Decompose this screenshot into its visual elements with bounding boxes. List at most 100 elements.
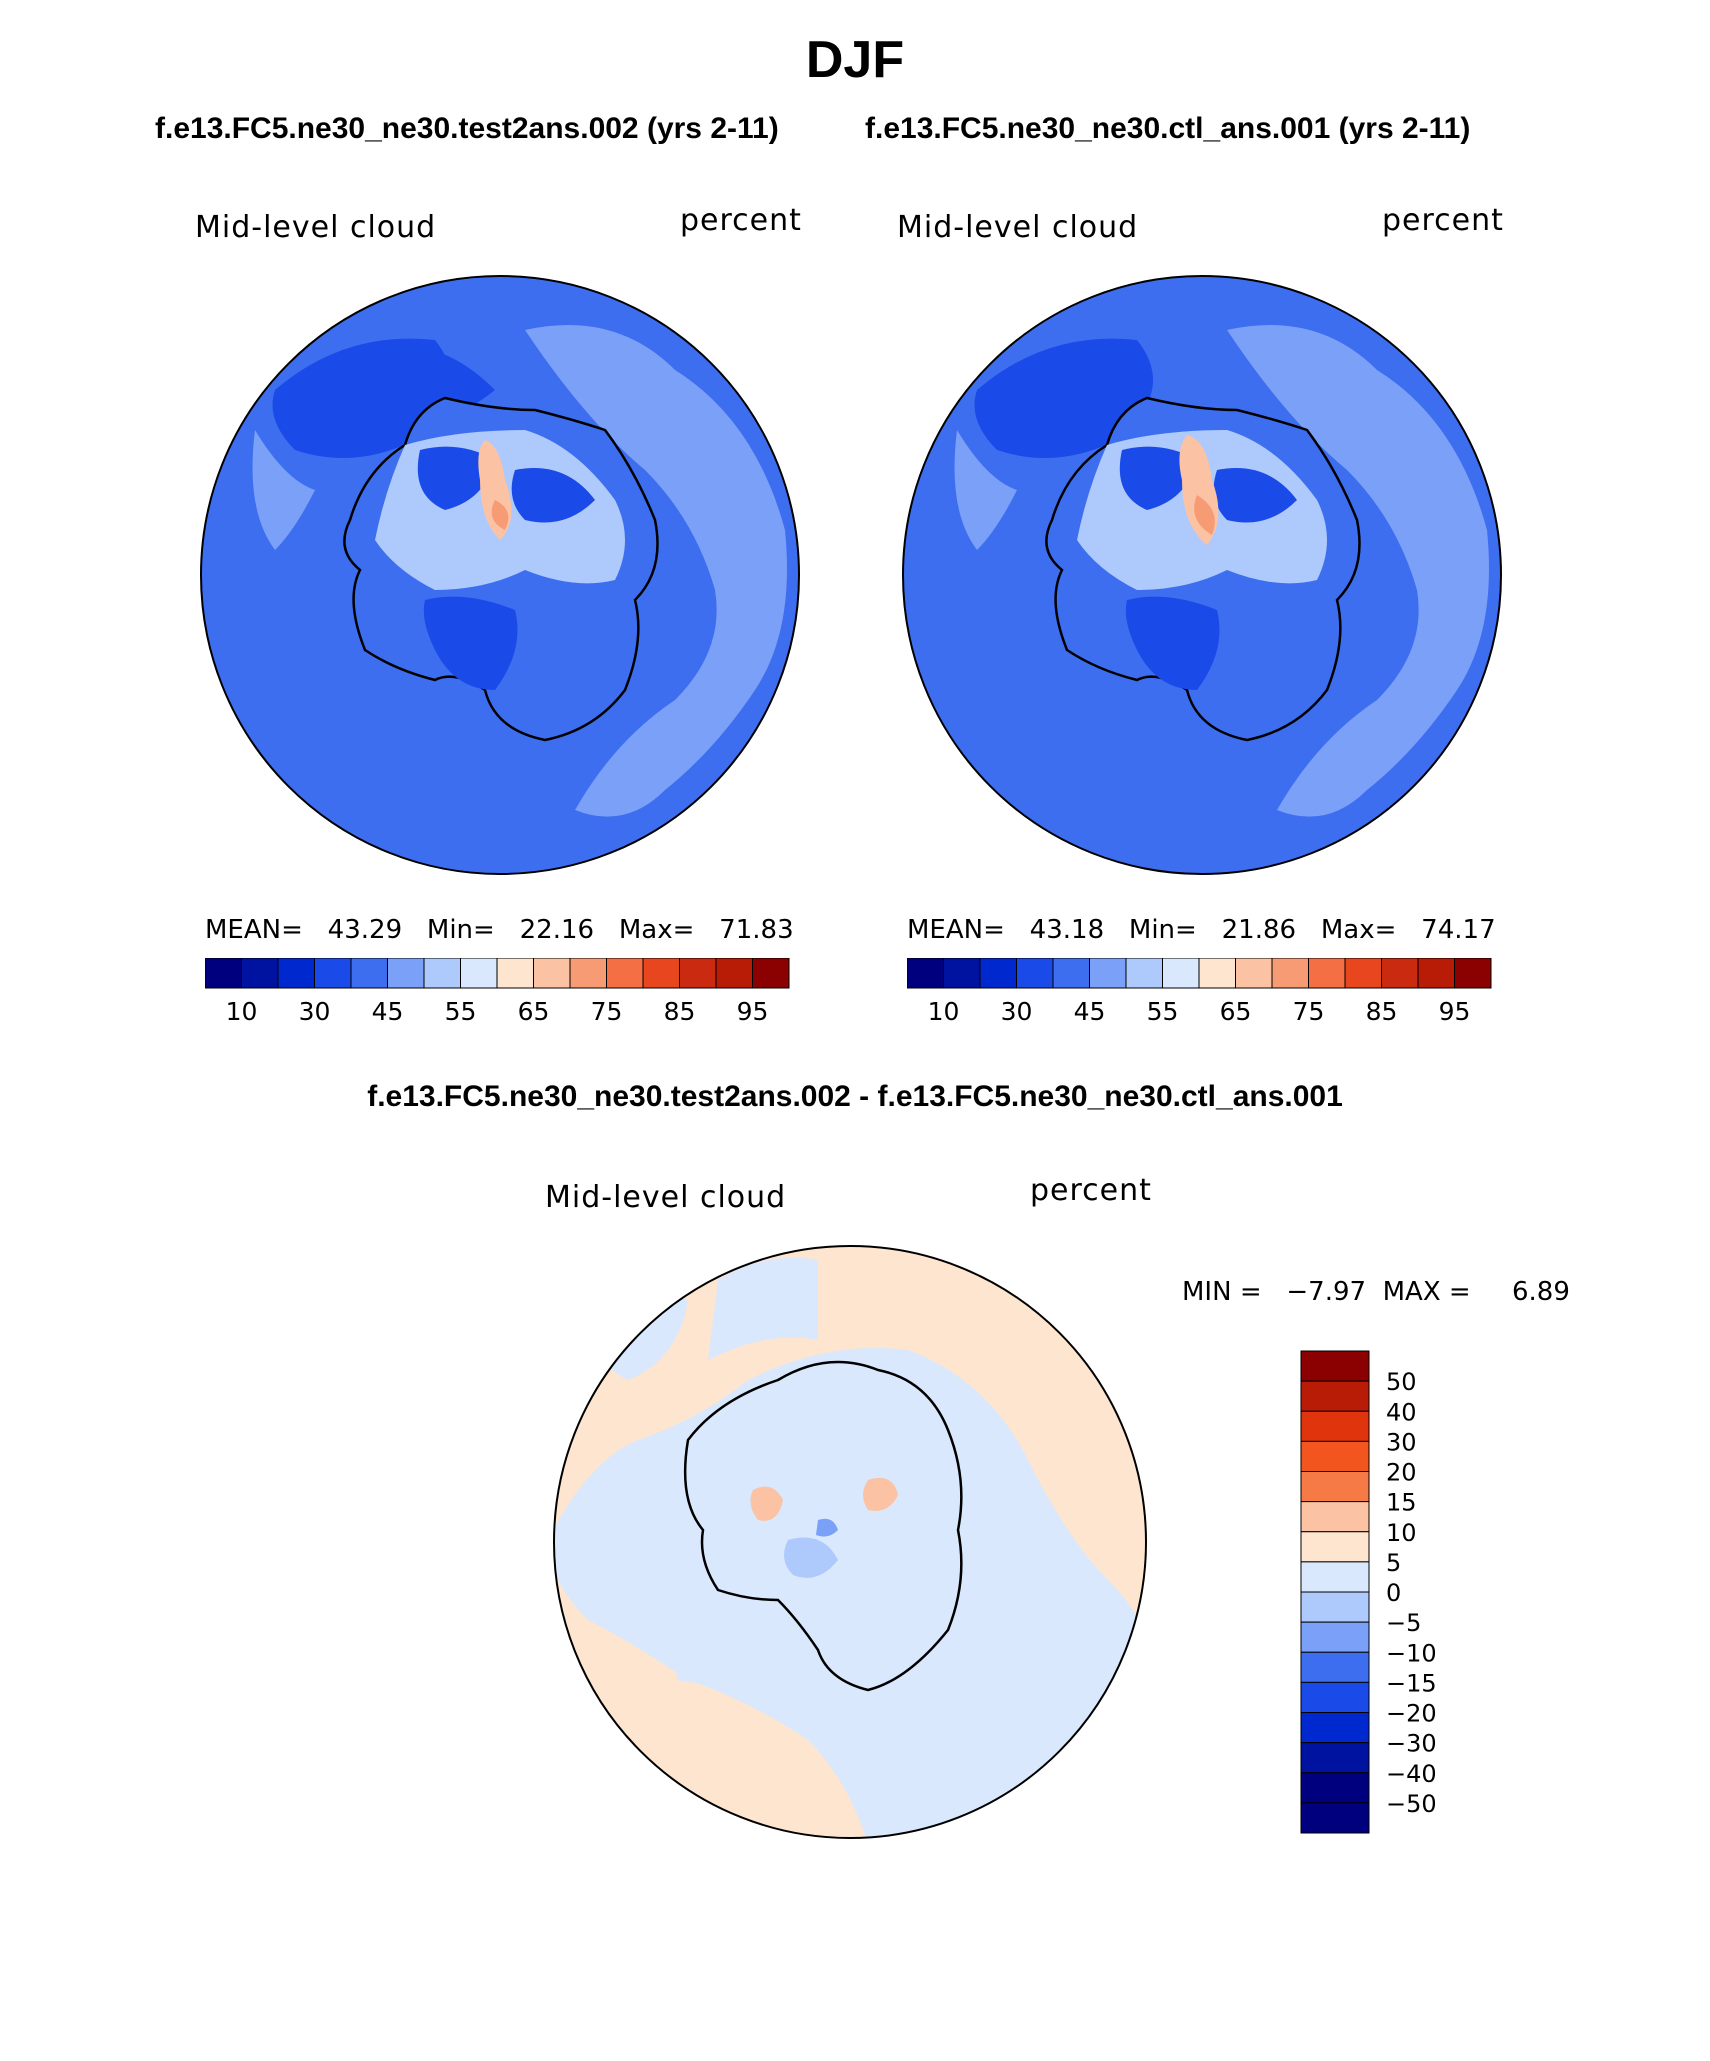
colorbar-box [1300, 1591, 1370, 1623]
colorbar-box [1300, 1471, 1370, 1503]
colorbar-tick-label: 10 [928, 997, 960, 1026]
positive-anomaly [750, 1486, 783, 1521]
colorbar-box [1300, 1681, 1370, 1713]
colorbar-box [1089, 958, 1127, 989]
colorbar-tick-label: 30 [299, 997, 331, 1026]
colorbar-tick-label: 75 [1293, 997, 1325, 1026]
colorbar-tick-label: 75 [591, 997, 623, 1026]
dark-cloud-patch [511, 468, 595, 523]
colorbar-tick-label: 5 [1386, 1549, 1401, 1577]
colorbar-box [1381, 958, 1419, 989]
colorbar-box [1300, 1712, 1370, 1744]
colorbar-box [1271, 958, 1309, 989]
map-border [200, 275, 800, 875]
colorbar-box [907, 958, 944, 989]
colorbar-tick-label: 65 [1220, 997, 1252, 1026]
colorbar-tick-label: −5 [1386, 1609, 1421, 1637]
colorbar-box [1300, 1380, 1370, 1412]
colorbar-tick-label: −20 [1386, 1700, 1437, 1728]
colorbar-tick-label: 15 [1386, 1489, 1417, 1517]
colorbar-tick-label: 95 [1439, 997, 1471, 1026]
dark-cloud-patch [1119, 446, 1197, 510]
test-stats: MEAN= 43.29 Min= 22.16 Max= 71.83 [205, 915, 794, 945]
colorbar-box [1162, 958, 1200, 989]
test-variable-label: Mid-level cloud [195, 210, 437, 245]
colorbar-tick-label: 50 [1386, 1368, 1417, 1396]
colorbar-tick-label: −15 [1386, 1669, 1437, 1697]
test-map [200, 275, 800, 875]
colorbar-tick-label: 10 [1386, 1519, 1417, 1547]
max-cloud-spot [491, 500, 509, 530]
colorbar-box [1300, 1802, 1370, 1834]
colorbar-tick-label: 40 [1386, 1398, 1417, 1426]
control-colorbar: 10 30 45 55 65 75 85 95 [907, 958, 1492, 1026]
colorbar-box [387, 958, 425, 989]
test-case-title: f.e13.FC5.ne30_ne30.test2ans.002 (yrs 2-… [155, 112, 779, 145]
colorbar-tick-label: 85 [1366, 997, 1398, 1026]
colorbar-box [715, 958, 753, 989]
colorbar-tick-label: 65 [518, 997, 550, 1026]
colorbar-box [1454, 958, 1492, 989]
colorbar-box [350, 958, 388, 989]
colorbar-tick-label: −10 [1386, 1639, 1437, 1667]
colorbar-tick-label: 30 [1386, 1428, 1417, 1456]
difference-stats: MIN = −7.97 MAX = 6.89 [1182, 1277, 1570, 1307]
negative-anomaly [784, 1537, 838, 1578]
colorbar-box [533, 958, 571, 989]
dark-cloud-patch [1125, 596, 1220, 690]
colorbar-box [277, 958, 315, 989]
map-border [902, 275, 1502, 875]
colorbar-tick-label: −30 [1386, 1730, 1437, 1758]
control-case-title: f.e13.FC5.ne30_ne30.ctl_ans.001 (yrs 2-1… [865, 112, 1471, 145]
dark-cloud-patch [423, 596, 518, 690]
positive-anomaly [863, 1477, 898, 1511]
light-cloud-band [1227, 325, 1489, 817]
control-map [902, 275, 1502, 875]
negative-diff-field [668, 1637, 738, 1683]
colorbar-box [205, 958, 242, 989]
colorbar-tick-label: 55 [445, 997, 477, 1026]
colorbar-tick-label: −40 [1386, 1760, 1437, 1788]
colorbar-tick-label: 45 [372, 997, 404, 1026]
colorbar-tick-label: 55 [1147, 997, 1179, 1026]
colorbar-box [314, 958, 352, 989]
colorbar-box [1300, 1742, 1370, 1774]
colorbar-box [496, 958, 534, 989]
negative-anomaly [816, 1518, 838, 1537]
colorbar-box [1300, 1410, 1370, 1442]
colorbar-box [1308, 958, 1346, 989]
colorbar-tick-label: 10 [226, 997, 258, 1026]
control-units-label: percent [1382, 203, 1504, 238]
colorbar-box [943, 958, 981, 989]
dark-cloud-patch [1213, 468, 1297, 523]
colorbar-box [1300, 1772, 1370, 1804]
control-stats: MEAN= 43.18 Min= 21.86 Max= 74.17 [907, 915, 1496, 945]
max-cloud-spot [1194, 495, 1215, 535]
colorbar-box [642, 958, 680, 989]
light-cloud-band [252, 430, 315, 550]
colorbar-box [1125, 958, 1163, 989]
colorbar-box [1417, 958, 1455, 989]
colorbar-tick-label: 30 [1001, 997, 1033, 1026]
colorbar-box [1052, 958, 1090, 989]
colorbar-box [606, 958, 644, 989]
colorbar-box [1016, 958, 1054, 989]
control-variable-label: Mid-level cloud [897, 210, 1139, 245]
difference-units-label: percent [1030, 1173, 1152, 1208]
map-border [553, 1245, 1147, 1839]
colorbar-tick-label: −50 [1386, 1790, 1437, 1818]
difference-title: f.e13.FC5.ne30_ne30.test2ans.002 - f.e13… [367, 1080, 1343, 1113]
colorbar-tick-label: 85 [664, 997, 696, 1026]
light-cloud-band [525, 325, 787, 817]
colorbar-box [679, 958, 717, 989]
colorbar-box [460, 958, 498, 989]
colorbar-box [1235, 958, 1273, 989]
colorbar-box [1300, 1501, 1370, 1533]
colorbar-box [1198, 958, 1236, 989]
colorbar-box [979, 958, 1017, 989]
light-cloud-band [954, 430, 1017, 550]
difference-variable-label: Mid-level cloud [545, 1180, 787, 1215]
colorbar-box [1344, 958, 1382, 989]
test-units-label: percent [680, 203, 802, 238]
